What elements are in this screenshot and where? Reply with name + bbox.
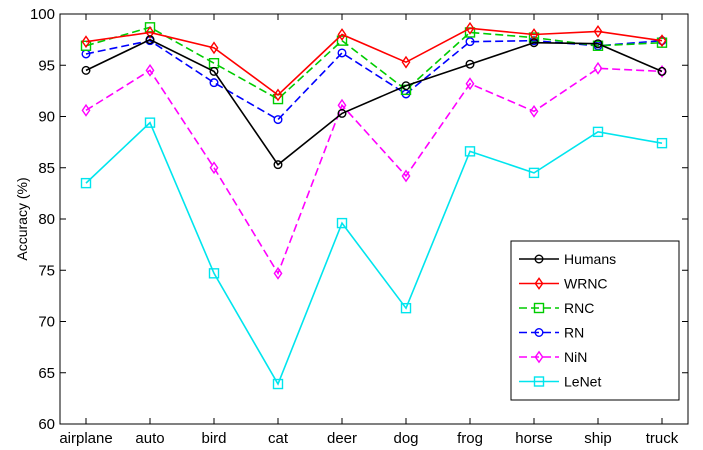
series-nin [81,61,667,280]
legend: Humans WRNC RNC RN NiN LeNet [510,240,680,401]
point-nin-ship [593,61,603,75]
point-wrnc-horse [529,28,539,41]
point-lenet-bird [208,268,220,279]
y-tick-label: 60 [38,416,55,433]
legend-entry-rn: RN [519,325,584,341]
point-nin-dog [401,169,411,183]
y-tick-label: 85 [38,160,55,177]
legend-marker-nin [534,350,544,364]
point-rn-bird [209,78,219,88]
point-rn-deer [337,48,347,58]
y-axis-label: Accuracy (%) [14,177,30,260]
point-humans-ship [593,39,603,49]
legend-entry-wrnc: WRNC [519,276,608,292]
series-line-wrnc [85,27,663,97]
legend-marker-rnc [533,302,545,314]
point-humans-deer [337,108,347,118]
point-lenet-cat [272,378,284,390]
y-tick-label: 100 [30,6,55,23]
x-tick-label-truck: truck [646,430,679,447]
legend-entry-nin: NiN [519,349,587,365]
legend-label-lenet: LeNet [564,374,601,390]
x-tick-label-auto: auto [135,430,164,447]
series-line-lenet [85,121,663,386]
series-humans [81,35,667,170]
legend-label-rn: RN [564,325,584,341]
series-line-rnc [85,26,663,101]
point-lenet-airplane [80,177,92,189]
point-humans-auto [145,35,155,45]
point-nin-bird [209,161,219,175]
x-tick-label-dog: dog [393,430,418,447]
x-tick-label-airplane: airplane [59,430,112,447]
point-wrnc-ship [593,24,603,38]
y-tick-label: 75 [38,262,55,279]
x-tick-label-ship: ship [584,430,612,447]
x-tick-label-cat: cat [268,430,289,447]
point-humans-dog [401,81,411,91]
point-rn-cat [273,115,283,125]
x-tick-label-frog: frog [457,430,483,447]
point-lenet-frog [464,146,476,157]
series-line-nin [85,67,663,276]
series-line-humans [85,38,663,166]
x-tick-label-horse: horse [515,430,553,447]
series-layer [80,21,668,390]
series-wrnc [81,21,667,102]
point-nin-horse [529,104,539,118]
point-rnc-truck [656,37,668,48]
legend-marker-rn [534,328,544,338]
legend-label-nin: NiN [564,349,587,365]
x-tick-label-bird: bird [201,430,226,447]
point-wrnc-auto [145,26,155,39]
point-humans-cat [273,160,283,170]
y-tick-label: 80 [38,211,55,228]
point-humans-horse [529,38,539,48]
point-wrnc-frog [465,21,475,35]
point-wrnc-dog [401,55,411,69]
x-tick-label-deer: deer [327,430,357,447]
point-humans-truck [657,66,667,76]
point-lenet-dog [400,302,412,314]
point-humans-airplane [81,65,91,75]
series-lenet [80,117,668,390]
point-nin-auto [145,63,155,77]
point-lenet-truck [656,137,668,149]
point-wrnc-truck [657,34,667,48]
legend-label-wrnc: WRNC [564,276,608,292]
point-lenet-horse [528,167,540,179]
legend-entry-lenet: LeNet [519,374,601,390]
point-lenet-auto [144,117,156,128]
axes-layer: 60 65 70 75 80 85 90 95 100 airplane auto bird cat de… [30,6,688,447]
legend-entry-humans: Humans [519,251,616,267]
point-rnc-deer [336,35,348,46]
point-nin-deer [337,98,347,112]
point-wrnc-deer [337,28,347,41]
point-wrnc-bird [209,41,219,55]
y-tick-label: 95 [38,57,55,74]
legend-box [510,240,680,401]
point-lenet-ship [592,126,604,138]
y-tick-label: 65 [38,365,55,382]
point-nin-airplane [81,103,91,117]
point-wrnc-cat [273,88,283,102]
point-lenet-deer [336,217,348,229]
y-tick-label: 90 [38,109,55,126]
legend-entry-rnc: RNC [519,300,594,316]
legend-marker-wrnc [534,277,544,290]
y-tick-label: 70 [38,314,55,331]
point-humans-frog [465,59,475,69]
legend-label-rnc: RNC [564,300,594,316]
point-nin-frog [465,77,475,91]
legend-label-humans: Humans [564,251,616,267]
series-line-rn [85,39,663,121]
legend-marker-lenet [533,376,545,387]
point-rn-frog [465,37,475,47]
point-humans-bird [209,66,219,76]
legend-marker-humans [534,254,544,264]
point-wrnc-airplane [81,35,91,49]
point-nin-cat [273,266,283,280]
